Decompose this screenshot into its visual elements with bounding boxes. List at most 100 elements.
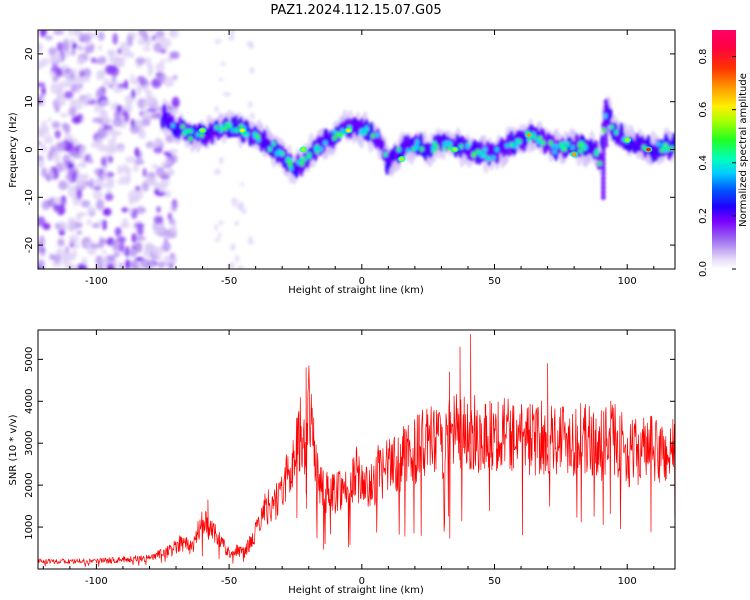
noise-blob [151, 34, 156, 42]
ridge-core [603, 122, 609, 129]
ridge-highlight [601, 127, 607, 133]
ridge-core [603, 141, 609, 148]
noise-blob [54, 129, 61, 139]
noise-blob [125, 167, 132, 173]
ridge-highlight [458, 143, 464, 150]
noise-blob [165, 57, 173, 63]
ridge-highlight [537, 135, 543, 141]
noise-blob [57, 85, 64, 97]
noise-blob [51, 262, 63, 268]
colorbar-tick-label: 0.4 [698, 155, 709, 171]
ridge-highlight [414, 144, 420, 151]
noise-blob [218, 77, 224, 81]
ridge-highlight [509, 142, 514, 148]
y-tick-label: -10 [24, 189, 35, 205]
snr-x-axis-label: Height of straight line (km) [288, 585, 424, 596]
spectrogram-x-axis-label: Height of straight line (km) [288, 285, 424, 296]
noise-blob [113, 251, 120, 258]
noise-blob [51, 121, 61, 129]
noise-blob [163, 254, 172, 267]
noise-blob [219, 156, 224, 165]
ridge-highlight [447, 140, 453, 146]
y-tick-label: 5000 [24, 347, 35, 372]
ridge-highlight [465, 143, 470, 149]
noise-blob [126, 34, 134, 47]
noise-blob [218, 220, 224, 225]
noise-blob [247, 240, 254, 245]
snr-plot-area [38, 333, 675, 567]
noise-blob [95, 255, 104, 266]
ridge-highlight [306, 154, 312, 160]
noise-blob [90, 57, 97, 64]
noise-blob [76, 230, 82, 235]
ridge-core [494, 151, 500, 165]
ridge-highlight [659, 147, 664, 153]
noise-blob [112, 86, 124, 93]
x-tick-label: -50 [221, 576, 237, 587]
ridge-core [600, 175, 606, 182]
ridge-highlight [214, 124, 219, 131]
noise-blob [117, 178, 125, 185]
noise-blob [116, 104, 123, 113]
noise-blob [69, 68, 78, 74]
noise-blob [68, 30, 73, 37]
noise-blob [53, 254, 62, 264]
noise-blob [135, 236, 147, 241]
noise-blob [89, 177, 94, 190]
x-tick-label: -50 [221, 276, 237, 287]
noise-blob [156, 191, 167, 197]
noise-blob [116, 236, 127, 244]
noise-blob [98, 236, 105, 249]
noise-blob [115, 227, 122, 236]
noise-blob [147, 64, 154, 77]
noise-blob [234, 254, 240, 263]
noise-blob [38, 159, 45, 168]
noise-blob [107, 255, 116, 262]
ridge-highlight [396, 147, 402, 153]
ridge-highlight [383, 151, 388, 157]
y-tick-label: 4000 [24, 389, 35, 414]
noise-blob [133, 163, 139, 172]
noise-blob [69, 234, 79, 244]
colorbar-gradient [712, 30, 736, 269]
noise-blob [164, 76, 175, 88]
noise-blob [47, 168, 55, 181]
ridge-highlight [434, 144, 439, 150]
spectrogram-y-ticks: -20 -10 0 10 20 [24, 48, 675, 253]
noise-blob [100, 109, 107, 116]
noise-blob [67, 186, 78, 198]
noise-blob [77, 113, 83, 120]
ridge-highlight [551, 143, 556, 149]
noise-blob [76, 263, 88, 269]
noise-blob [230, 30, 235, 37]
ridge-core [600, 194, 606, 201]
ridge-highlight [188, 128, 194, 134]
ridge-highlight [471, 151, 477, 157]
ridge-highlight [364, 125, 369, 131]
noise-blob [214, 223, 218, 231]
noise-blob [163, 235, 168, 245]
ridge-highlight [552, 149, 557, 155]
noise-blob [110, 65, 120, 77]
x-tick-label: 0 [359, 276, 365, 287]
ridge-highlight [360, 128, 366, 134]
noise-blob [237, 201, 244, 210]
ridge-highlight [318, 146, 324, 152]
noise-blob [167, 212, 173, 221]
noise-blob [97, 56, 107, 65]
noise-blob [82, 173, 89, 179]
y-tick-label: 3000 [24, 430, 35, 455]
y-tick-label: 0 [24, 146, 35, 152]
colorbar-tick-label: 0.2 [698, 208, 709, 224]
ridge-core [603, 132, 609, 139]
noise-blob [231, 197, 238, 204]
noise-blob [249, 66, 255, 75]
noise-blob [155, 76, 164, 81]
ridge-highlight [491, 155, 496, 161]
noise-blob [64, 123, 71, 135]
ridge-highlight [597, 160, 602, 167]
noise-blob [119, 223, 130, 229]
ridge-highlight [411, 146, 416, 152]
noise-blob [152, 111, 158, 119]
hot-spot [346, 128, 351, 133]
